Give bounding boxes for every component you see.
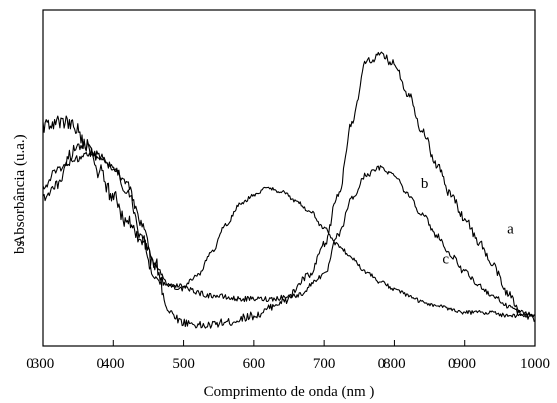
x-tick-overlay-900: 0 [448,356,456,372]
y-axis-title-overlay: bs [12,241,28,255]
plot-frame [42,9,536,347]
x-tick-label-500: 500 [172,356,195,372]
x-axis-ticks [42,340,536,346]
curve-labels: a b c [421,176,514,268]
x-axis-title: Comprimento de onda (nm ) [204,384,375,400]
curve-label-b: b [421,176,429,192]
y-axis-title: Absorbância (u.a.) [12,134,28,245]
x-tick-overlay-800: 0 [378,356,386,372]
series-line-a [42,51,535,329]
x-tick-label-800: 800 [383,356,406,372]
x-tick-label-300: 300 [32,356,55,372]
curve-label-c: c [442,252,449,268]
x-tick-overlay-400: 0 [97,356,105,372]
y-axis-title-group: Absorbância (u.a.) bs [12,134,28,254]
x-tick-label-900: 900 [453,356,476,372]
series-layer [42,51,535,329]
x-tick-overlay-300: 0 [26,356,34,372]
x-tick-label-1000: 1000 [520,356,550,372]
x-tick-label-600: 600 [243,356,266,372]
series-line-c [42,151,535,319]
curve-label-a: a [507,221,514,237]
series-line-b [42,140,535,317]
x-tick-label-400: 400 [102,356,125,372]
x-tick-label-700: 700 [313,356,336,372]
